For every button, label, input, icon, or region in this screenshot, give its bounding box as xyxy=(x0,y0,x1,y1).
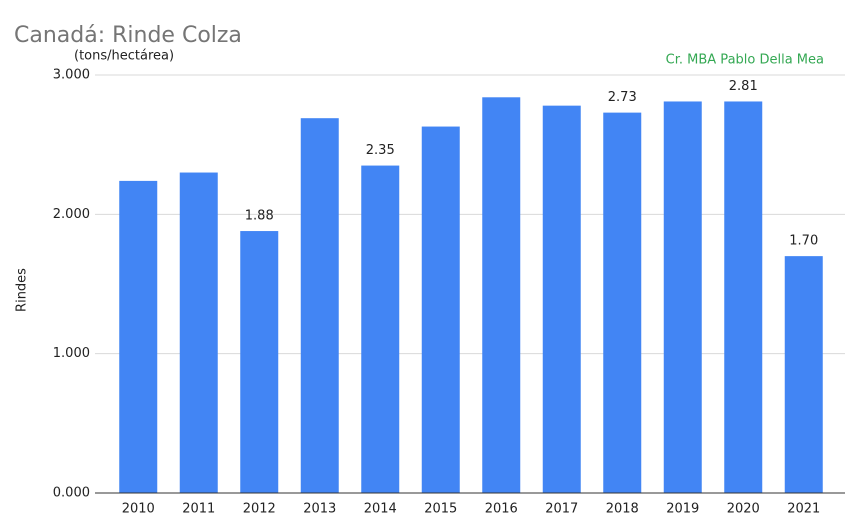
chart-subtitle: (tons/hectárea) xyxy=(74,49,174,64)
bar xyxy=(482,97,521,493)
bar xyxy=(542,105,581,494)
x-tick-label: 2020 xyxy=(727,502,760,517)
value-label: 1.70 xyxy=(789,234,818,249)
x-tick-label: 2010 xyxy=(122,502,155,517)
x-tick-label: 2017 xyxy=(545,502,578,517)
x-tick-label: 2013 xyxy=(303,502,336,517)
bar xyxy=(240,231,279,493)
x-tick-label: 2015 xyxy=(424,502,457,517)
bar xyxy=(663,101,702,494)
value-label: 2.81 xyxy=(729,79,758,94)
x-tick-label: 2014 xyxy=(364,502,397,517)
value-label: 1.88 xyxy=(245,209,274,224)
y-tick-label: 1.000 xyxy=(53,346,90,361)
x-tick-label: 2018 xyxy=(606,502,639,517)
x-tick-label: 2011 xyxy=(182,502,215,517)
y-tick-label: 2.000 xyxy=(53,207,90,222)
bar xyxy=(724,101,763,494)
y-tick-label: 0.000 xyxy=(53,486,90,501)
bar xyxy=(361,165,400,494)
bar xyxy=(784,256,823,493)
bar xyxy=(179,172,218,494)
chart-title: Canadá: Rinde Colza xyxy=(14,23,242,48)
bar xyxy=(603,112,642,494)
bar xyxy=(421,126,460,493)
y-tick-label: 3.000 xyxy=(53,68,90,83)
x-tick-label: 2012 xyxy=(243,502,276,517)
x-tick-label: 2021 xyxy=(787,502,820,517)
x-tick-label: 2016 xyxy=(485,502,518,517)
value-label: 2.35 xyxy=(366,143,395,158)
y-axis-label: Rindes xyxy=(15,268,30,312)
x-tick-label: 2019 xyxy=(666,502,699,517)
bar xyxy=(300,118,339,494)
value-label: 2.73 xyxy=(608,90,637,105)
bar xyxy=(119,180,158,494)
annotation: Cr. MBA Pablo Della Mea xyxy=(666,53,824,68)
